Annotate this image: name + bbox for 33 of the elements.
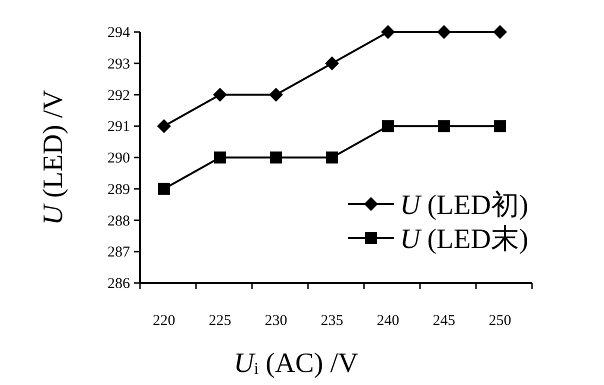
x-tick-label: 220 [152,313,176,329]
y-axis-title: U (LED) /V [38,90,69,226]
legend-label: U (LED初) [400,190,528,221]
point [382,120,394,132]
point [213,88,227,102]
x-tick-label: 235 [320,313,344,329]
y-tick-label: 290 [108,150,130,166]
x-tick-label: 250 [488,313,512,329]
point [325,56,339,70]
point [157,119,171,134]
point [438,120,450,132]
point [494,120,506,132]
point [158,182,170,195]
x-tick-label: 240 [376,313,400,329]
y-tick-label: 291 [108,119,130,136]
point [270,152,282,164]
point [437,25,451,39]
point [381,25,395,39]
x-tick-label: 225 [208,313,232,329]
point [326,152,338,164]
y-tick-label: 287 [108,244,130,261]
y-tick-label: 294 [108,25,130,41]
y-tick-label: 293 [108,56,130,72]
point [269,88,283,102]
x-tick-label: 245 [432,313,456,329]
y-tick-label: 289 [108,182,130,198]
point [214,152,226,164]
y-tick-label: 292 [108,88,130,104]
y-tick-label: 286 [108,276,130,292]
y-tick-label: 288 [108,213,130,230]
x-tick-label: 230 [264,313,288,329]
point [493,25,507,39]
legend-label: U (LED末) [400,224,528,255]
